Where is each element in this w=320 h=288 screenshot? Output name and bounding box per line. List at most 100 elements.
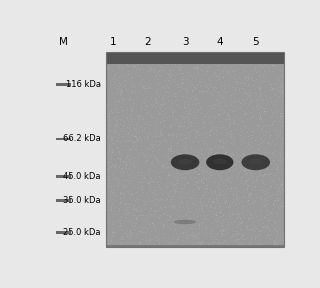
Point [211,54,216,59]
Point [121,185,126,189]
Point [277,116,282,121]
Point [176,120,181,124]
Point [116,156,121,160]
Point [187,232,192,237]
Point [125,153,131,158]
Point [239,56,244,60]
Point [258,97,263,102]
Point [142,58,147,63]
Point [210,199,215,204]
Point [216,160,221,165]
Point [183,135,188,139]
Point [135,122,140,127]
Point [244,91,250,96]
Point [216,90,221,94]
Point [106,110,111,115]
Point [255,69,260,73]
Point [279,80,284,85]
Point [106,60,111,65]
Point [222,200,227,204]
Point [159,166,164,170]
Point [170,217,175,222]
Point [262,203,267,208]
Point [123,226,128,231]
Point [201,167,206,172]
Point [255,147,260,151]
Point [133,139,138,144]
Point [229,129,234,134]
Point [198,67,203,71]
Point [157,236,162,241]
Point [218,125,223,130]
Point [114,102,119,107]
Point [191,233,196,238]
Point [158,64,163,68]
Point [107,141,112,146]
Point [114,176,119,181]
Point [185,116,190,121]
Point [219,214,224,219]
Point [164,166,169,170]
Point [147,196,152,201]
Point [257,86,262,90]
Point [219,178,224,183]
Point [209,93,214,98]
Point [113,76,118,81]
Point [167,68,172,73]
Point [236,200,241,205]
Point [258,229,263,233]
Point [158,202,163,206]
Point [241,237,246,242]
Point [205,151,210,156]
Point [256,173,261,177]
Point [262,109,267,113]
Point [171,204,176,209]
Point [196,184,201,189]
Point [142,219,147,223]
Point [150,149,155,154]
Point [240,149,245,154]
Point [128,58,133,62]
Point [159,164,164,168]
Point [166,194,171,198]
Point [174,208,180,212]
Point [280,94,285,98]
Point [166,98,171,103]
Point [136,228,141,233]
Point [107,240,112,245]
Point [198,213,203,218]
Point [156,139,162,144]
Point [233,187,238,192]
Point [273,226,278,231]
Point [162,154,167,159]
Point [260,178,265,182]
Point [280,120,285,124]
Point [246,90,252,95]
Point [122,55,127,60]
Point [257,93,262,97]
Point [261,137,267,141]
Point [119,234,124,238]
Point [108,88,113,93]
Point [105,65,110,70]
Point [270,69,275,73]
Point [159,177,164,181]
Point [156,181,162,186]
Point [210,87,215,92]
Point [235,216,240,221]
Point [143,122,148,126]
Point [110,231,115,236]
Point [117,218,122,222]
Point [118,214,123,219]
Point [239,129,244,134]
Point [142,176,147,181]
Point [175,223,180,228]
Point [196,221,202,226]
Point [179,53,184,58]
Point [196,108,201,112]
Point [214,97,219,101]
Point [221,229,226,234]
Point [180,147,185,152]
Point [138,187,143,191]
Point [112,205,117,210]
